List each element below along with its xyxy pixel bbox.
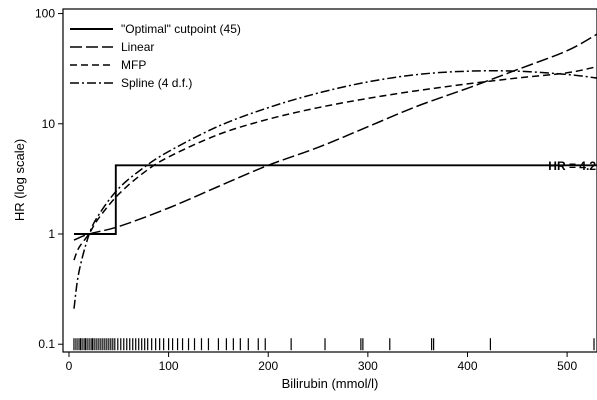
plot-frame [62,8,597,353]
axis-ticks: 0 100 200 300 400 500 0.1 1 10 100 [35,7,577,373]
x-tick-label: 500 [557,359,577,373]
legend: "Optimal" cutpoint (45) Linear MFP Spline (… [70,22,241,90]
y-tick-label: 0.1 [38,337,55,351]
x-tick-label: 100 [159,359,179,373]
x-tick-label: 0 [66,359,73,373]
y-axis-label: HR (log scale) [12,139,27,221]
series-line-mfp [73,65,597,261]
y-tick-label: 10 [42,117,56,131]
y-tick-label: 1 [48,227,55,241]
legend-label: MFP [121,58,146,72]
x-axis-label: Bilirubin (mmol/l) [282,376,379,391]
series-line-linear [73,33,597,241]
annotation-hr: HR = 4.2 [548,159,596,173]
x-tick-label: 300 [358,359,378,373]
series-line-spline [73,70,597,309]
series-lines [73,33,597,309]
x-tick-label: 400 [457,359,477,373]
legend-label: Spline (4 d.f.) [121,76,192,90]
legend-label: "Optimal" cutpoint (45) [121,22,241,36]
y-tick-label: 100 [35,7,55,21]
x-tick-label: 200 [258,359,278,373]
series-line-cutpoint [74,164,597,235]
rug-marks [73,338,595,351]
legend-label: Linear [121,40,154,54]
